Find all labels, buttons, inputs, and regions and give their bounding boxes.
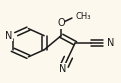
Text: N: N bbox=[59, 64, 67, 74]
Text: O: O bbox=[57, 18, 65, 28]
Text: CH₃: CH₃ bbox=[76, 12, 91, 21]
Text: N: N bbox=[5, 31, 12, 41]
Text: N: N bbox=[107, 38, 114, 48]
